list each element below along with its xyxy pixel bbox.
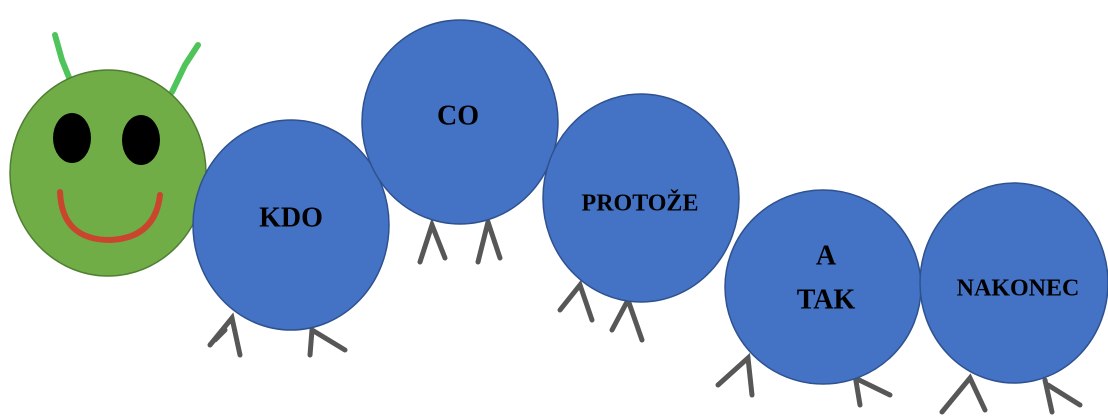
head	[10, 70, 206, 276]
antenna	[172, 45, 198, 92]
antenna	[55, 35, 70, 80]
eye	[122, 115, 160, 165]
segment-label: TAK	[797, 284, 856, 315]
segment-label: KDO	[259, 202, 323, 233]
eye	[53, 113, 91, 163]
segment-label: NAKONEC	[957, 276, 1080, 302]
segment-label: A	[816, 240, 837, 271]
caterpillar-diagram: KDO CO PROTOŽE A TAK NAKONEC	[0, 0, 1108, 418]
segment-label: PROTOŽE	[582, 190, 699, 217]
segment-label: CO	[437, 100, 479, 131]
